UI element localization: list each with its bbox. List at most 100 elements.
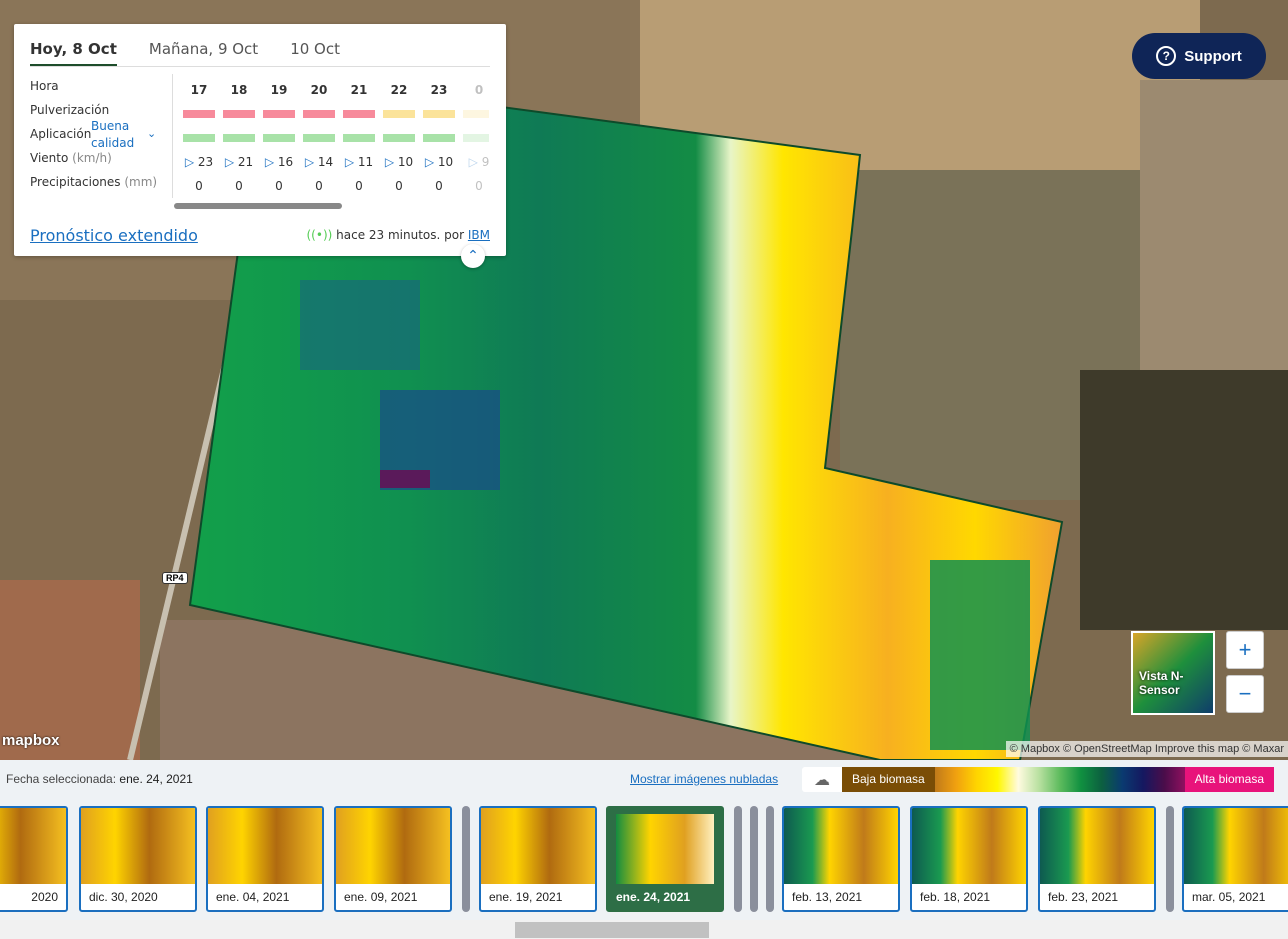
spray-bar <box>303 110 335 118</box>
biomass-legend: ☁ Baja biomasa Alta biomasa <box>802 767 1274 792</box>
spray-bar <box>383 110 415 118</box>
timeline-image-card[interactable]: mar. 05, 2021 <box>1182 806 1288 912</box>
gap-marker[interactable] <box>766 806 774 912</box>
wind-speed: 9 <box>481 155 489 169</box>
image-date: feb. 13, 2021 <box>792 890 863 904</box>
n-sensor-view-toggle[interactable]: Vista N-Sensor <box>1131 631 1215 715</box>
tab-tomorrow[interactable]: Mañana, 9 Oct <box>148 40 259 58</box>
show-cloudy-images-link[interactable]: Mostrar imágenes nubladas <box>630 772 779 786</box>
biomass-thumbnail <box>81 808 195 884</box>
scrollbar-thumb[interactable] <box>515 922 709 938</box>
wind-cell: ▷ 16 <box>259 155 299 169</box>
wind-cell: ▷ 9 <box>459 155 489 169</box>
spray-bar <box>463 110 489 118</box>
support-label: Support <box>1184 47 1242 65</box>
wind-direction-icon: ▷ <box>224 155 235 169</box>
map[interactable]: RP4 mapbox © Mapbox © OpenStreetMap Impr… <box>0 0 1288 760</box>
label-hora: Hora <box>30 79 59 93</box>
timeline-image-card[interactable]: ene. 19, 2021 <box>479 806 597 912</box>
hour-cell: 20 <box>310 83 328 97</box>
mapbox-logo: mapbox <box>2 732 60 749</box>
support-button[interactable]: ? Support <box>1132 33 1266 79</box>
road-label: RP4 <box>162 572 188 584</box>
gap-marker[interactable] <box>1166 806 1174 912</box>
precip-cell: 0 <box>315 179 323 193</box>
wind-speed: 10 <box>437 155 454 169</box>
hour-cell: 23 <box>430 83 448 97</box>
gap-marker[interactable] <box>462 806 470 912</box>
label-precip: Precipitaciones <box>30 175 121 189</box>
wind-direction-icon: ▷ <box>264 155 275 169</box>
spray-bar <box>263 110 295 118</box>
chevron-down-icon[interactable]: ⌄ <box>147 127 157 140</box>
hour-cell: 19 <box>270 83 288 97</box>
image-date: feb. 23, 2021 <box>1048 890 1119 904</box>
forecast-scrollbar[interactable] <box>174 203 342 209</box>
selected-date-value: ene. 24, 2021 <box>119 772 193 786</box>
ibm-link[interactable]: IBM <box>467 228 490 242</box>
wind-speed: 11 <box>357 155 374 169</box>
zoom-in-button[interactable]: + <box>1226 631 1264 669</box>
selected-date: Fecha seleccionada: ene. 24, 2021 <box>6 772 193 786</box>
image-timeline[interactable]: 2020 dic. 30, 2020 ene. 04, 2021 ene. 09, 2… <box>0 806 1288 912</box>
image-date: ene. 04, 2021 <box>216 890 290 904</box>
biomass-thumbnail <box>208 808 322 884</box>
timeline-image-card[interactable]: 2020 <box>0 806 68 912</box>
legend-ramp <box>934 767 1185 792</box>
precip-cell: 0 <box>395 179 403 193</box>
label-pulverizacion: Pulverización <box>30 103 110 117</box>
legend-low: Baja biomasa <box>842 767 935 792</box>
wind-direction-icon: ▷ <box>184 155 195 169</box>
timeline-image-card[interactable]: ene. 04, 2021 <box>206 806 324 912</box>
unit-mm: (mm) <box>124 175 158 189</box>
tab-day-after[interactable]: 10 Oct <box>290 40 340 58</box>
image-date: ene. 09, 2021 <box>344 890 418 904</box>
image-date: ene. 24, 2021 <box>616 890 691 904</box>
gap-marker[interactable] <box>750 806 758 912</box>
wind-cell: ▷ 10 <box>419 155 459 169</box>
label-aplicacion-row: Aplicación Buena calidad ⌄ <box>30 119 157 150</box>
data-source: ((•)) hace 23 minutos. por IBM <box>307 228 491 242</box>
biomass-thumbnail <box>616 814 714 884</box>
hours-row: 17 18 19 20 21 22 23 0 <box>179 78 489 102</box>
horizontal-scrollbar[interactable] <box>0 920 1288 939</box>
hour-cell: 0 <box>474 83 484 97</box>
image-date: ene. 19, 2021 <box>489 890 563 904</box>
application-bar <box>303 134 335 142</box>
wind-speed: 16 <box>277 155 294 169</box>
timeline-image-card[interactable]: ene. 24, 2021 <box>606 806 724 912</box>
application-bar <box>183 134 215 142</box>
chevron-up-icon[interactable]: ⌃ <box>461 244 485 268</box>
biomass-thumbnail <box>912 808 1026 884</box>
biomass-thumbnail <box>1040 808 1154 884</box>
extended-forecast-link[interactable]: Pronóstico extendido <box>30 226 198 245</box>
biomass-thumbnail <box>784 808 898 884</box>
wind-cell: ▷ 14 <box>299 155 339 169</box>
zoom-out-button[interactable]: − <box>1226 675 1264 713</box>
spray-bar <box>423 110 455 118</box>
biomass-thumbnail <box>0 808 66 884</box>
timeline-image-card[interactable]: ene. 09, 2021 <box>334 806 452 912</box>
image-date: 2020 <box>31 890 58 904</box>
biomass-thumbnail <box>336 808 450 884</box>
spray-row <box>179 102 489 126</box>
forecast-grid[interactable]: 17 18 19 20 21 22 23 0 ▷ 23 ▷ 21 ▷ 16 ▷ 14 ▷ 11 ▷ 10 ▷… <box>179 78 489 198</box>
wind-direction-icon: ▷ <box>384 155 395 169</box>
map-attribution[interactable]: © Mapbox © OpenStreetMap Improve this ma… <box>1005 741 1288 757</box>
timeline-image-card[interactable]: feb. 18, 2021 <box>910 806 1028 912</box>
row-labels: Hora Pulverización Aplicación Buena cali… <box>30 78 157 198</box>
timeline-image-card[interactable]: dic. 30, 2020 <box>79 806 197 912</box>
gap-marker[interactable] <box>734 806 742 912</box>
signal-icon: ((•)) <box>306 228 333 242</box>
timeline-image-card[interactable]: feb. 23, 2021 <box>1038 806 1156 912</box>
timeline-image-card[interactable]: feb. 13, 2021 <box>782 806 900 912</box>
label-aplicacion: Aplicación <box>30 127 92 141</box>
application-quality-select[interactable]: Buena calidad <box>91 119 135 150</box>
cloud-icon: ☁ <box>814 771 830 789</box>
wind-speed: 14 <box>317 155 334 169</box>
application-bar <box>343 134 375 142</box>
unit-kmh: (km/h) <box>72 151 112 165</box>
wind-direction-icon: ▷ <box>344 155 355 169</box>
label-precip-row: Precipitaciones (mm) <box>30 174 157 198</box>
tab-today[interactable]: Hoy, 8 Oct <box>30 40 117 66</box>
